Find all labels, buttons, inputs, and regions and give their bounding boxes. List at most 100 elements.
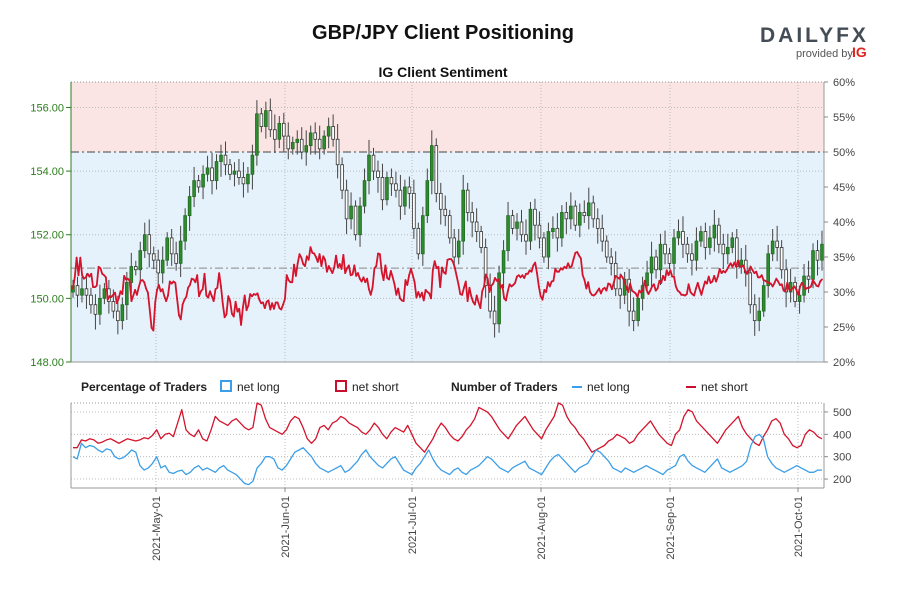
candle-83	[443, 195, 448, 227]
sentiment-seg-138	[324, 258, 328, 273]
sentiment-seg-35	[136, 286, 140, 296]
logo-provided-by: provided by	[796, 48, 853, 60]
sentiment-seg-110	[273, 301, 277, 310]
candle-44	[268, 98, 273, 138]
candle-body-108	[555, 227, 560, 239]
sentiment-seg-41	[146, 291, 151, 311]
sentiment-seg-254	[536, 272, 540, 288]
candle-body-37	[237, 170, 241, 178]
legend-pct-net-short: net short	[335, 380, 399, 394]
candle-20	[160, 246, 165, 284]
candle-14	[134, 260, 138, 276]
candle-107	[551, 216, 555, 239]
sentiment-seg-305	[629, 282, 633, 292]
left-tick-label-1: 150.00	[30, 293, 64, 305]
candle-122	[618, 273, 622, 309]
candle-body-3	[84, 288, 89, 296]
sentiment-seg-292	[605, 282, 610, 292]
candle-147	[730, 232, 735, 254]
candle-body-31	[210, 167, 214, 182]
candle-64	[358, 197, 362, 247]
candle-body-97	[506, 215, 510, 252]
candle-body-63	[353, 205, 358, 236]
candle-body-119	[604, 240, 609, 258]
candle-115	[586, 187, 591, 230]
sentiment-seg-192	[422, 288, 427, 302]
legend-num-net-long: net long	[572, 380, 630, 394]
candle-29	[201, 165, 205, 200]
candle-body-152	[752, 304, 757, 322]
candle-body-144	[717, 224, 721, 245]
dailyfx-logo: DAILYFX provided by IG	[760, 24, 870, 64]
sentiment-seg-204	[444, 258, 449, 275]
sentiment-seg-233	[497, 278, 502, 289]
candle-body-164	[806, 275, 811, 280]
sentiment-seg-39	[143, 281, 147, 290]
net-long-zone	[71, 152, 824, 362]
candle-body-141	[703, 231, 708, 248]
x-tick-label-3: 2021-Aug-01	[536, 496, 548, 560]
logo-fx-text: FX	[836, 24, 869, 47]
sentiment-seg-367	[742, 264, 747, 272]
candle-body-166	[815, 250, 820, 261]
sentiment-seg-77	[212, 288, 217, 303]
sentiment-seg-208	[452, 260, 456, 269]
sentiment-seg-187	[413, 281, 418, 299]
right-tick-label-2: 30%	[833, 287, 855, 299]
candle-146	[726, 233, 730, 265]
sentiment-seg-164	[371, 267, 376, 289]
candle-102	[528, 201, 533, 250]
candle-body-6	[98, 297, 102, 315]
legend-num-long-label: net long	[587, 380, 630, 394]
right-tick-label-3: 35%	[833, 252, 855, 264]
candle-body-71	[389, 177, 394, 185]
right-tick-label-7: 55%	[833, 112, 855, 124]
candle-body-92	[483, 247, 488, 287]
legend-pct-short-label: net short	[352, 380, 399, 394]
legend-pct-long-swatch	[220, 380, 232, 392]
sentiment-seg-80	[218, 272, 222, 288]
candle-167	[820, 230, 824, 271]
candle-84	[447, 209, 452, 244]
candle-69	[380, 163, 385, 211]
candle-body-59	[335, 138, 340, 166]
candle-152	[752, 294, 757, 336]
candles	[71, 98, 824, 338]
lower-right-tick-label-1: 300	[833, 452, 851, 464]
candle-body-17	[147, 234, 152, 255]
candle-body-115	[586, 202, 591, 217]
candle-body-142	[708, 237, 712, 248]
sentiment-seg-64	[189, 277, 193, 286]
candle-body-114	[582, 212, 587, 217]
candle-48	[286, 122, 291, 160]
sentiment-seg-112	[276, 301, 281, 310]
sentiment-seg-198	[433, 260, 438, 270]
candle-body-76	[412, 192, 416, 229]
candle-89	[470, 201, 474, 238]
candle-body-28	[196, 180, 201, 188]
candle-body-20	[160, 259, 165, 274]
candle-body-64	[358, 205, 362, 236]
candle-body-56	[322, 135, 326, 150]
sentiment-seg-168	[379, 253, 383, 273]
candle-137	[685, 236, 690, 263]
candle-body-106	[546, 231, 551, 258]
candle-body-40	[250, 154, 255, 175]
candle-61	[344, 179, 349, 235]
candle-body-129	[649, 256, 654, 274]
candle-body-60	[340, 164, 344, 191]
right-tick-label-1: 25%	[833, 322, 855, 334]
sentiment-seg-123	[296, 253, 301, 265]
sentiment-seg-211	[457, 283, 462, 296]
sentiment-seg-273	[570, 258, 575, 268]
sentiment-seg-178	[397, 287, 401, 300]
sentiment-seg-166	[375, 252, 379, 268]
sentiment-seg-225	[483, 273, 487, 288]
candle-116	[591, 195, 596, 228]
candle-body-77	[416, 227, 421, 255]
candle-136	[681, 216, 685, 258]
candle-118	[600, 214, 605, 252]
candle-body-26	[187, 196, 192, 217]
candle-16	[142, 222, 147, 258]
candle-body-55	[317, 138, 322, 150]
